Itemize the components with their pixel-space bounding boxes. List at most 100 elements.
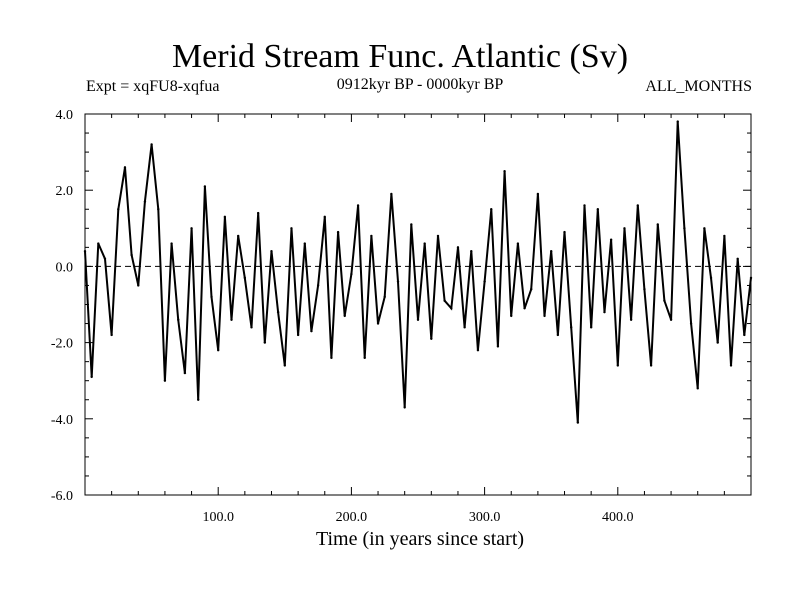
data-point <box>623 227 626 230</box>
data-point <box>470 249 473 253</box>
data-point <box>250 326 253 329</box>
data-point <box>636 204 639 207</box>
data-point <box>550 249 553 253</box>
data-point <box>190 227 193 230</box>
data-point <box>290 227 293 230</box>
data-point <box>97 242 100 245</box>
y-tick-label: 0.0 <box>56 260 74 275</box>
data-point <box>376 322 380 325</box>
data-point <box>163 379 167 382</box>
data-point <box>296 333 300 337</box>
data-point <box>123 166 127 169</box>
data-point <box>530 288 533 291</box>
data-point <box>323 215 326 219</box>
data-point <box>543 314 546 318</box>
chart-title: Merid Stream Func. Atlantic (Sv) <box>171 38 629 75</box>
plot-frame <box>84 113 752 496</box>
data-point <box>643 288 646 291</box>
data-point <box>90 375 93 379</box>
data-point <box>629 318 633 321</box>
data-point <box>596 208 600 211</box>
data-point <box>103 257 107 260</box>
y-tick-label: 2.0 <box>56 184 74 199</box>
data-point <box>183 371 187 375</box>
x-tick-label: 100.0 <box>202 510 234 525</box>
series-line <box>84 121 752 423</box>
data-point <box>230 318 233 321</box>
data-point <box>130 253 133 257</box>
y-tick-label: -2.0 <box>51 337 73 352</box>
data-point <box>703 227 706 230</box>
time-range-label: 0912kyr BP - 0000kyr BP <box>336 76 504 93</box>
data-point <box>157 208 160 211</box>
data-point <box>656 223 659 226</box>
data-point <box>203 185 207 188</box>
data-point <box>576 421 580 424</box>
data-point <box>390 192 393 196</box>
data-point <box>503 169 506 173</box>
data-point <box>729 364 733 367</box>
data-point <box>689 322 693 325</box>
data-point <box>569 326 573 329</box>
data-point <box>236 234 240 238</box>
data-point <box>516 242 520 245</box>
data-point <box>316 284 320 287</box>
data-point <box>723 234 726 238</box>
data-point <box>117 208 120 211</box>
data-point <box>749 276 753 280</box>
data-point <box>616 364 619 367</box>
x-tick-label: 400.0 <box>602 510 634 525</box>
data-point <box>150 143 153 146</box>
data-point <box>416 318 420 321</box>
data-point <box>137 284 140 287</box>
data-point <box>556 333 560 337</box>
data-point <box>649 364 653 367</box>
data-point <box>276 310 280 314</box>
data-point <box>743 333 746 337</box>
data-point <box>683 227 686 230</box>
data-point <box>310 329 313 333</box>
data-point <box>443 299 446 302</box>
data-point <box>696 387 699 390</box>
data-point <box>456 246 460 249</box>
data-point <box>243 276 247 280</box>
months-label: ALL_MONTHS <box>645 78 752 95</box>
data-point <box>210 295 213 299</box>
data-point <box>663 299 666 302</box>
data-point <box>217 349 220 352</box>
data-point <box>583 204 586 207</box>
data-point <box>609 238 613 241</box>
data-point <box>177 318 180 321</box>
data-point <box>363 356 366 360</box>
data-point <box>270 249 273 253</box>
data-point <box>283 364 286 367</box>
data-point <box>383 295 386 299</box>
data-point <box>563 230 566 234</box>
data-point <box>476 349 480 352</box>
data-point <box>83 249 87 253</box>
data-point <box>463 326 466 329</box>
data-point <box>256 211 260 215</box>
data-point <box>403 406 406 409</box>
data-point <box>330 356 333 360</box>
data-point <box>263 341 267 344</box>
data-point <box>510 314 513 318</box>
data-point <box>350 272 353 276</box>
y-tick-label: -6.0 <box>51 489 73 504</box>
data-point <box>496 345 500 348</box>
data-point <box>450 307 453 310</box>
data-point <box>303 242 306 245</box>
experiment-label: Expt = xqFU8-xqfua <box>86 78 220 95</box>
data-point <box>676 120 679 123</box>
x-axis-label: Time (in years since start) <box>315 528 525 550</box>
data-point <box>356 204 360 207</box>
data-point <box>736 257 739 260</box>
data-point <box>343 314 346 318</box>
data-point <box>423 242 426 245</box>
data-point <box>336 230 340 234</box>
data-point <box>536 192 540 196</box>
data-point <box>589 326 593 329</box>
y-tick-label: -4.0 <box>51 413 73 428</box>
data-point <box>483 280 486 283</box>
